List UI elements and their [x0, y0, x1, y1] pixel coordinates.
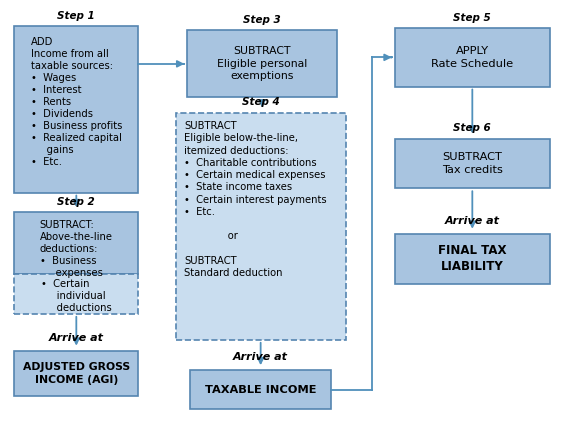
Text: Step 5: Step 5	[453, 13, 491, 23]
Text: SUBTRACT:
Above-the-line
deductions:
•  Business
     expenses: SUBTRACT: Above-the-line deductions: • B…	[40, 220, 113, 278]
Text: Arrive at: Arrive at	[233, 352, 288, 362]
Text: ADJUSTED GROSS
INCOME (AGI): ADJUSTED GROSS INCOME (AGI)	[23, 362, 130, 385]
Bar	[14, 212, 138, 274]
Text: SUBTRACT
Eligible below-the-line,
itemized deductions:
•  Charitable contributio: SUBTRACT Eligible below-the-line, itemiz…	[184, 121, 327, 278]
Text: Step 3: Step 3	[243, 15, 281, 25]
Text: Arrive at: Arrive at	[49, 333, 104, 343]
Bar	[187, 30, 337, 97]
Bar	[14, 274, 138, 314]
Bar	[395, 139, 550, 188]
Text: Arrive at: Arrive at	[445, 216, 500, 226]
Bar	[395, 28, 550, 87]
Text: ADD
Income from all
taxable sources:
•  Wages
•  Interest
•  Rents
•  Dividends
: ADD Income from all taxable sources: • W…	[31, 37, 122, 167]
Text: Step 4: Step 4	[242, 97, 279, 107]
Bar	[190, 370, 331, 409]
Text: SUBTRACT
Eligible personal
exemptions: SUBTRACT Eligible personal exemptions	[217, 46, 307, 81]
Text: Step 6: Step 6	[453, 123, 491, 133]
Bar	[14, 351, 138, 396]
Text: •  Certain
     individual
     deductions: • Certain individual deductions	[41, 278, 112, 313]
Text: SUBTRACT
Tax credits: SUBTRACT Tax credits	[442, 152, 503, 174]
Bar	[14, 26, 138, 193]
Text: FINAL TAX
LIABILITY: FINAL TAX LIABILITY	[438, 244, 506, 273]
Text: TAXABLE INCOME: TAXABLE INCOME	[205, 385, 316, 395]
Bar	[176, 113, 346, 340]
Text: APPLY
Rate Schedule: APPLY Rate Schedule	[431, 46, 513, 68]
Text: Step 2: Step 2	[58, 197, 95, 207]
Text: Step 1: Step 1	[58, 11, 95, 21]
Bar	[395, 234, 550, 284]
